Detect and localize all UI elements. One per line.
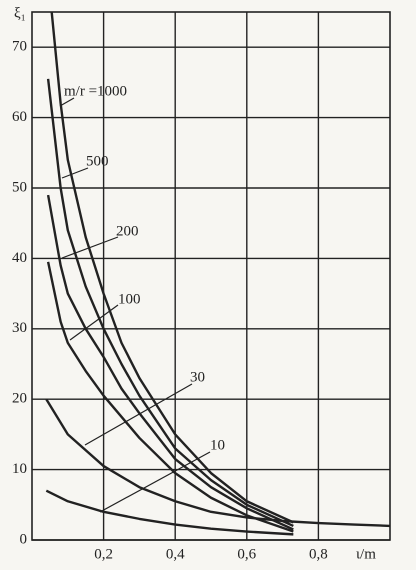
y-tick-label: 70: [12, 39, 27, 55]
curve-label: 30: [190, 369, 205, 385]
x-tick-label: 0,2: [94, 546, 113, 562]
leader-line: [59, 97, 75, 107]
curve: [46, 78, 294, 528]
y-tick-label: 30: [12, 320, 27, 336]
y-tick-label: 60: [12, 109, 27, 125]
curve-label: m/r =1000: [64, 83, 127, 99]
y-tick-label: 10: [12, 461, 27, 477]
curve: [46, 194, 294, 531]
x-axis-label: ι/m: [356, 546, 376, 562]
curve: [45, 398, 391, 528]
curve-label: 500: [86, 153, 109, 169]
x-tick-label: 0,4: [166, 546, 185, 562]
y-tick-label: 20: [12, 391, 27, 407]
leader-line: [61, 167, 89, 179]
leader-line: [84, 383, 193, 446]
x-tick-label: 0,8: [309, 546, 328, 562]
y-tick-label: 50: [12, 179, 27, 195]
curve: [46, 261, 294, 533]
y-tick-label: 40: [12, 250, 27, 266]
curve: [45, 489, 294, 536]
curve-label: 10: [210, 437, 225, 453]
y-tick-label: 0: [20, 531, 28, 547]
curve-label: 200: [116, 223, 139, 239]
leader-line: [69, 304, 119, 341]
leader-line: [61, 236, 119, 259]
x-tick-label: 0,6: [237, 546, 256, 562]
curve: [50, 11, 294, 524]
leader-line: [99, 451, 211, 513]
curve-label: 100: [118, 291, 141, 307]
y-axis-label: ξ₁: [14, 5, 26, 21]
